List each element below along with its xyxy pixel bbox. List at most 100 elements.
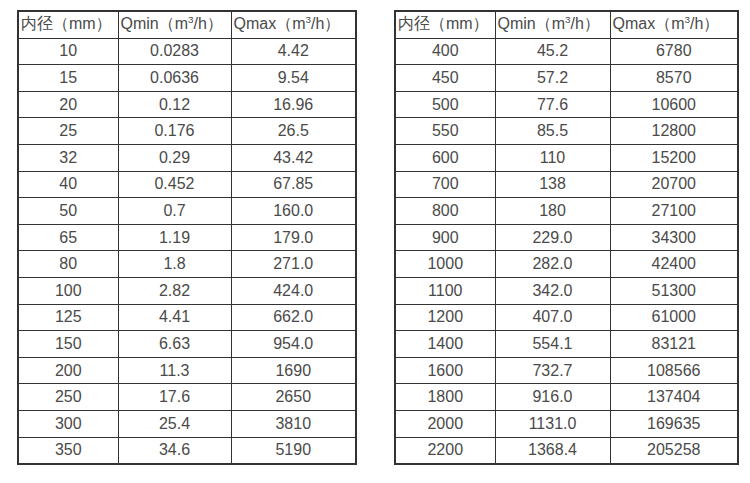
table-row: 55085.512800: [395, 118, 738, 145]
table-cell: 1000: [395, 251, 495, 278]
table-cell: 25.4: [118, 410, 231, 437]
table-row: 1100342.051300: [395, 277, 738, 304]
table-cell: 110: [495, 144, 610, 171]
table-row: 1800916.0137404: [395, 384, 738, 411]
column-header-qmin: Qmin（m3/h）: [118, 11, 231, 38]
table-cell: 2000: [395, 410, 495, 437]
table-cell: 57.2: [495, 65, 610, 92]
table-cell: 600: [395, 144, 495, 171]
table-cell: 916.0: [495, 384, 610, 411]
table-cell: 67.85: [231, 171, 356, 198]
table-cell: 125: [18, 304, 118, 331]
table-cell: 180: [495, 198, 610, 225]
flow-table-right: 内径（mm） Qmin（m3/h） Qmax（m3/h） 40045.26780…: [394, 10, 739, 465]
table-cell: 954.0: [231, 331, 356, 358]
table-cell: 160.0: [231, 198, 356, 225]
table-row: 200.1216.96: [18, 91, 356, 118]
table-cell: 400: [395, 38, 495, 65]
table-row: 320.2943.42: [18, 144, 356, 171]
table-cell: 282.0: [495, 251, 610, 278]
table-cell: 9.54: [231, 65, 356, 92]
table-cell: 0.12: [118, 91, 231, 118]
table-cell: 0.0283: [118, 38, 231, 65]
column-header-diameter: 内径（mm）: [395, 11, 495, 38]
table-cell: 350: [18, 437, 118, 464]
table-cell: 8570: [610, 65, 738, 92]
table-row: 25017.62650: [18, 384, 356, 411]
table-cell: 11.3: [118, 357, 231, 384]
table-cell: 25: [18, 118, 118, 145]
table-cell: 108566: [610, 357, 738, 384]
table-cell: 16.96: [231, 91, 356, 118]
table-cell: 342.0: [495, 277, 610, 304]
table-row: 1600732.7108566: [395, 357, 738, 384]
table-cell: 137404: [610, 384, 738, 411]
table-cell: 83121: [610, 331, 738, 358]
table-cell: 800: [395, 198, 495, 225]
table-row: 20011.31690: [18, 357, 356, 384]
table-cell: 6.63: [118, 331, 231, 358]
table-cell: 10: [18, 38, 118, 65]
table-cell: 169635: [610, 410, 738, 437]
table-cell: 51300: [610, 277, 738, 304]
table-cell: 43.42: [231, 144, 356, 171]
table-cell: 40: [18, 171, 118, 198]
table-row: 500.7160.0: [18, 198, 356, 225]
table-cell: 1600: [395, 357, 495, 384]
table-row: 1400554.183121: [395, 331, 738, 358]
table-cell: 229.0: [495, 224, 610, 251]
column-header-qmax: Qmax（m3/h）: [231, 11, 356, 38]
table-row: 1506.63954.0: [18, 331, 356, 358]
table-cell: 450: [395, 65, 495, 92]
table-cell: 10600: [610, 91, 738, 118]
table-cell: 50: [18, 198, 118, 225]
table-cell: 85.5: [495, 118, 610, 145]
table-row: 1200407.061000: [395, 304, 738, 331]
table-cell: 407.0: [495, 304, 610, 331]
table-row: 40045.26780: [395, 38, 738, 65]
table-cell: 271.0: [231, 251, 356, 278]
table-cell: 32: [18, 144, 118, 171]
table-cell: 0.7: [118, 198, 231, 225]
table-row: 1000282.042400: [395, 251, 738, 278]
table-row: 60011015200: [395, 144, 738, 171]
table-row: 900229.034300: [395, 224, 738, 251]
table-cell: 20: [18, 91, 118, 118]
table-cell: 100: [18, 277, 118, 304]
table-cell: 20700: [610, 171, 738, 198]
table-cell: 2650: [231, 384, 356, 411]
table-cell: 1131.0: [495, 410, 610, 437]
table-body: 40045.2678045057.2857050077.61060055085.…: [395, 38, 738, 464]
table-cell: 42400: [610, 251, 738, 278]
table-cell: 150: [18, 331, 118, 358]
table-cell: 80: [18, 251, 118, 278]
table-cell: 45.2: [495, 38, 610, 65]
table-cell: 61000: [610, 304, 738, 331]
table-row: 22001368.4205258: [395, 437, 738, 464]
table-row: 45057.28570: [395, 65, 738, 92]
table-cell: 0.452: [118, 171, 231, 198]
table-cell: 662.0: [231, 304, 356, 331]
table-row: 50077.610600: [395, 91, 738, 118]
table-cell: 300: [18, 410, 118, 437]
table-row: 150.06369.54: [18, 65, 356, 92]
table-cell: 34300: [610, 224, 738, 251]
table-cell: 500: [395, 91, 495, 118]
table-cell: 15200: [610, 144, 738, 171]
table-cell: 17.6: [118, 384, 231, 411]
table-cell: 5190: [231, 437, 356, 464]
table-row: 100.02834.42: [18, 38, 356, 65]
table-cell: 1368.4: [495, 437, 610, 464]
table-row: 400.45267.85: [18, 171, 356, 198]
column-header-diameter: 内径（mm）: [18, 11, 118, 38]
table-cell: 700: [395, 171, 495, 198]
table-header-row: 内径（mm） Qmin（m3/h） Qmax（m3/h）: [395, 11, 738, 38]
table-cell: 4.42: [231, 38, 356, 65]
flow-table-left: 内径（mm） Qmin（m3/h） Qmax（m3/h） 100.02834.4…: [17, 10, 357, 465]
column-header-qmin: Qmin（m3/h）: [495, 11, 610, 38]
table-cell: 200: [18, 357, 118, 384]
table-row: 20001131.0169635: [395, 410, 738, 437]
table-cell: 34.6: [118, 437, 231, 464]
table-cell: 0.29: [118, 144, 231, 171]
table-row: 651.19179.0: [18, 224, 356, 251]
